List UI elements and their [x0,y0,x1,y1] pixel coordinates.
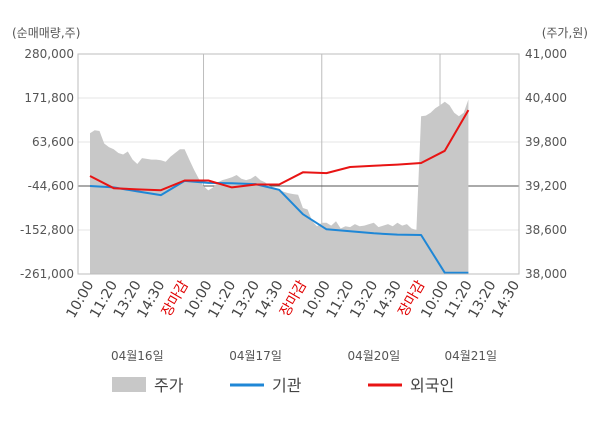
legend-label: 기관 [272,376,302,395]
series-line-foreign [89,109,470,192]
legend-label: 주가 [154,376,184,395]
right-tick-label: 41,000 [525,47,567,61]
left-tick-label: -261,000 [20,267,74,281]
left-tick-label: -152,800 [20,223,74,237]
right-tick-label: 38,600 [525,223,567,237]
left-tick-label: 171,800 [24,91,74,105]
left-tick-label: 63,600 [32,135,74,149]
date-label: 04월17일 [229,349,282,363]
left-tick-label: -44,600 [28,179,74,193]
legend: 주가 기관 외국인 [112,376,454,395]
right-tick-label: 39,800 [525,135,567,149]
legend-label: 외국인 [410,376,454,395]
right-axis-unit: (주가,원) [542,26,588,40]
right-tick-label: 38,000 [525,267,567,281]
price-area-series [90,99,469,274]
right-tick-label: 40,400 [525,91,567,105]
series-line-institution [89,179,469,274]
left-axis-unit: (순매매량,주) [12,26,80,40]
flow-lines-layer [89,109,470,274]
right-tick-label: 39,200 [525,179,567,193]
date-label: 04월16일 [111,349,164,363]
date-label: 04월20일 [347,349,400,363]
price-area-layer [90,99,469,274]
date-label: 04월21일 [444,349,497,363]
plot-frame [77,53,520,275]
legend-swatch-price [112,377,146,392]
left-tick-label: 280,000 [24,47,74,61]
